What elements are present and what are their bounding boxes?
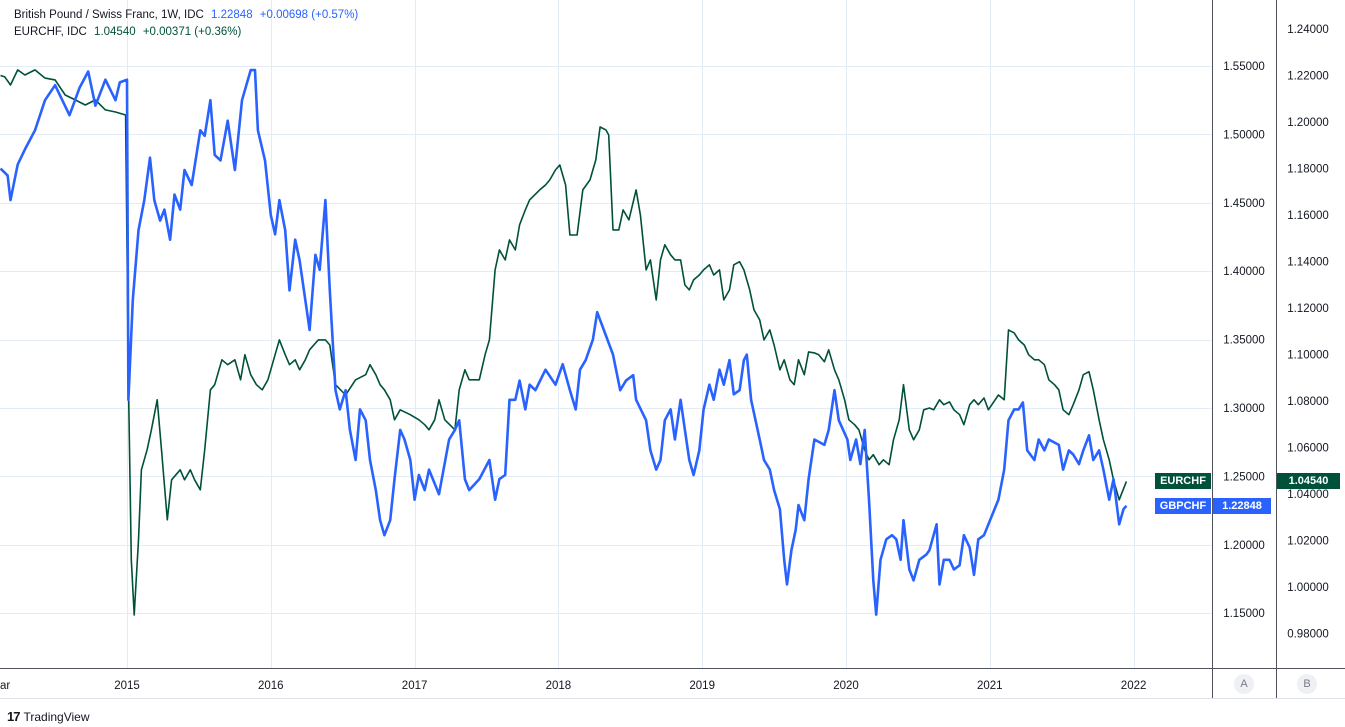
legend-eurchf-change: +0.00371 (+0.36%) (142, 26, 242, 38)
price-chart[interactable]: 1.55000 1.50000 1.45000 1.40000 1.35000 1.300… (0, 0, 1345, 700)
legend-eurchf[interactable]: EURCHF, IDC 1.04540 +0.00371 (+0.36%) (14, 26, 245, 38)
price-b-tick-label: 1.18000 (1287, 164, 1329, 176)
price-axis-a[interactable]: 1.55000 1.50000 1.45000 1.40000 1.35000 1.300… (1223, 61, 1265, 620)
price-b-tick-label: 1.20000 (1287, 117, 1329, 129)
gbpchf-price-badge: 1.22848 (1213, 498, 1271, 514)
price-a-tick-label: 1.55000 (1223, 61, 1265, 73)
price-b-tick-label: 1.02000 (1287, 536, 1329, 548)
price-b-tick-label: 1.04000 (1287, 489, 1329, 501)
legend-gbpchf-change: +0.00698 (+0.57%) (259, 9, 359, 21)
price-b-tick-label: 1.14000 (1287, 257, 1329, 269)
price-a-tick-label: 1.15000 (1223, 608, 1265, 620)
tradingview-logo[interactable]: 17 TradingView (7, 709, 90, 724)
price-a-tick-label: 1.30000 (1223, 403, 1265, 415)
legend-eurchf-name: EURCHF, IDC (14, 26, 87, 38)
time-tick-label: 2015 (114, 680, 140, 692)
series-line-gbpchf (0, 68, 1128, 616)
time-tick-label: 2019 (689, 680, 715, 692)
price-b-tick-label: 1.08000 (1287, 396, 1329, 408)
price-b-tick-label: 1.24000 (1287, 24, 1329, 36)
price-a-tick-label: 1.25000 (1223, 471, 1265, 483)
legend-eurchf-price: 1.04540 (94, 26, 136, 38)
price-a-tick-label: 1.40000 (1223, 266, 1265, 278)
legend-gbpchf-price: 1.22848 (211, 9, 253, 21)
legend-gbpchf-name: British Pound / Swiss Franc, 1W, IDC (14, 9, 204, 21)
price-b-tick-label: 1.00000 (1287, 582, 1329, 594)
price-a-tick-label: 1.20000 (1223, 540, 1265, 552)
time-tick-label: 2016 (258, 680, 284, 692)
time-tick-label: ar (0, 680, 10, 692)
price-b-tick-label: 1.16000 (1287, 210, 1329, 222)
tradingview-brand: TradingView (23, 709, 90, 724)
gbpchf-label-badge: GBPCHF (1155, 498, 1211, 514)
time-tick-label: 2017 (402, 680, 428, 692)
eurchf-price-badge: 1.04540 (1277, 473, 1340, 489)
eurchf-label-badge: EURCHF (1155, 473, 1211, 489)
time-tick-label: 2018 (546, 680, 572, 692)
time-tick-label: 2020 (833, 680, 859, 692)
price-a-tick-label: 1.35000 (1223, 335, 1265, 347)
series-line-eurchf (0, 69, 1128, 616)
price-b-tick-label: 0.98000 (1287, 629, 1329, 641)
price-a-tick-label: 1.45000 (1223, 198, 1265, 210)
price-b-tick-label: 1.10000 (1287, 350, 1329, 362)
price-b-tick-label: 1.06000 (1287, 443, 1329, 455)
time-tick-label: 2022 (1121, 680, 1147, 692)
scale-b-button[interactable]: B (1297, 674, 1317, 694)
grid-lines (0, 0, 1212, 668)
price-b-tick-label: 1.22000 (1287, 71, 1329, 83)
legend-gbpchf[interactable]: British Pound / Swiss Franc, 1W, IDC 1.2… (14, 9, 362, 21)
price-b-tick-label: 1.12000 (1287, 303, 1329, 315)
series-lines (0, 68, 1128, 616)
time-axis[interactable]: ar 2015 2016 2017 2018 2019 2020 2021 2022 (0, 680, 1146, 692)
time-tick-label: 2021 (977, 680, 1003, 692)
scale-a-button[interactable]: A (1234, 674, 1254, 694)
price-a-tick-label: 1.50000 (1223, 129, 1265, 141)
price-axis-b[interactable]: 1.24000 1.22000 1.20000 1.18000 1.16000 1.140… (1287, 24, 1329, 641)
tradingview-logo-icon: 17 (7, 709, 21, 724)
